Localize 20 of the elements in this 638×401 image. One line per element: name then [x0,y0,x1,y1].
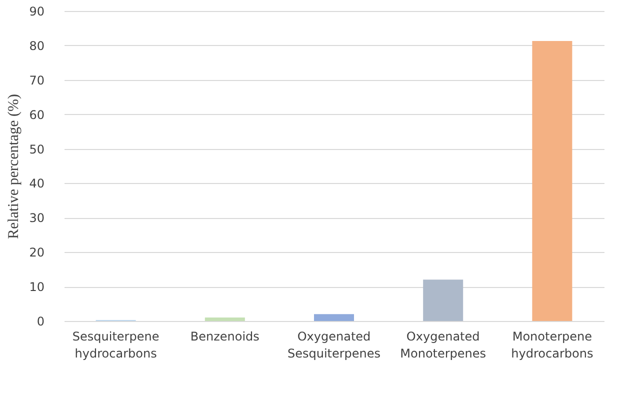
bar [204,318,245,321]
bar [314,314,354,321]
x-tick-label: Oxygenated Monoterpenes [400,330,486,360]
x-tick-label: Monoterpene hydrocarbons [511,330,594,360]
x-tick-label: Oxygenated Sesquiterpenes [287,330,381,360]
y-tick-label: 0 [36,314,44,328]
y-tick-label: 10 [29,280,44,294]
y-tick-label: 60 [29,108,44,122]
y-tick-label: 90 [29,4,44,18]
y-tick-label: 70 [29,73,44,88]
y-tick-label: 50 [29,142,44,156]
bar [532,40,572,321]
y-tick-label: 40 [29,176,44,191]
x-tick-label: Sesquiterpene hydrocarbons [72,330,160,360]
y-axis-title: Relative percentage (%) [6,94,22,239]
bar [423,280,464,321]
x-tick-label: Benzenoids [190,330,260,344]
y-tick-label: 20 [29,246,44,260]
y-tick-label: 80 [29,38,44,53]
y-tick-label: 30 [29,211,44,226]
